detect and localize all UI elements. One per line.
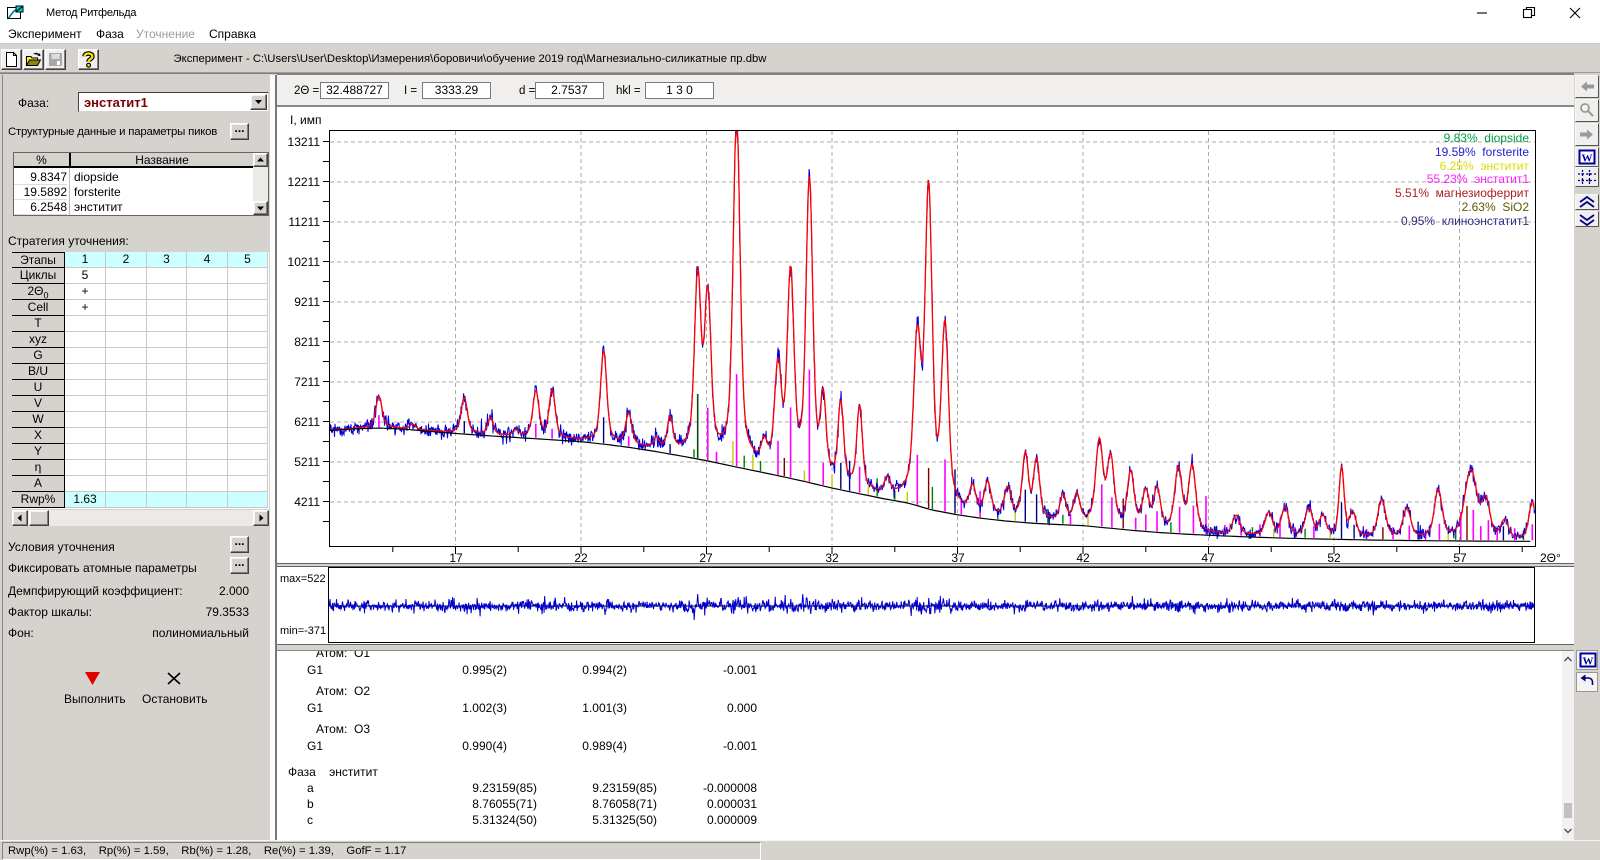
svg-text:W: W — [1583, 656, 1594, 668]
svg-text:W: W — [1582, 153, 1593, 165]
